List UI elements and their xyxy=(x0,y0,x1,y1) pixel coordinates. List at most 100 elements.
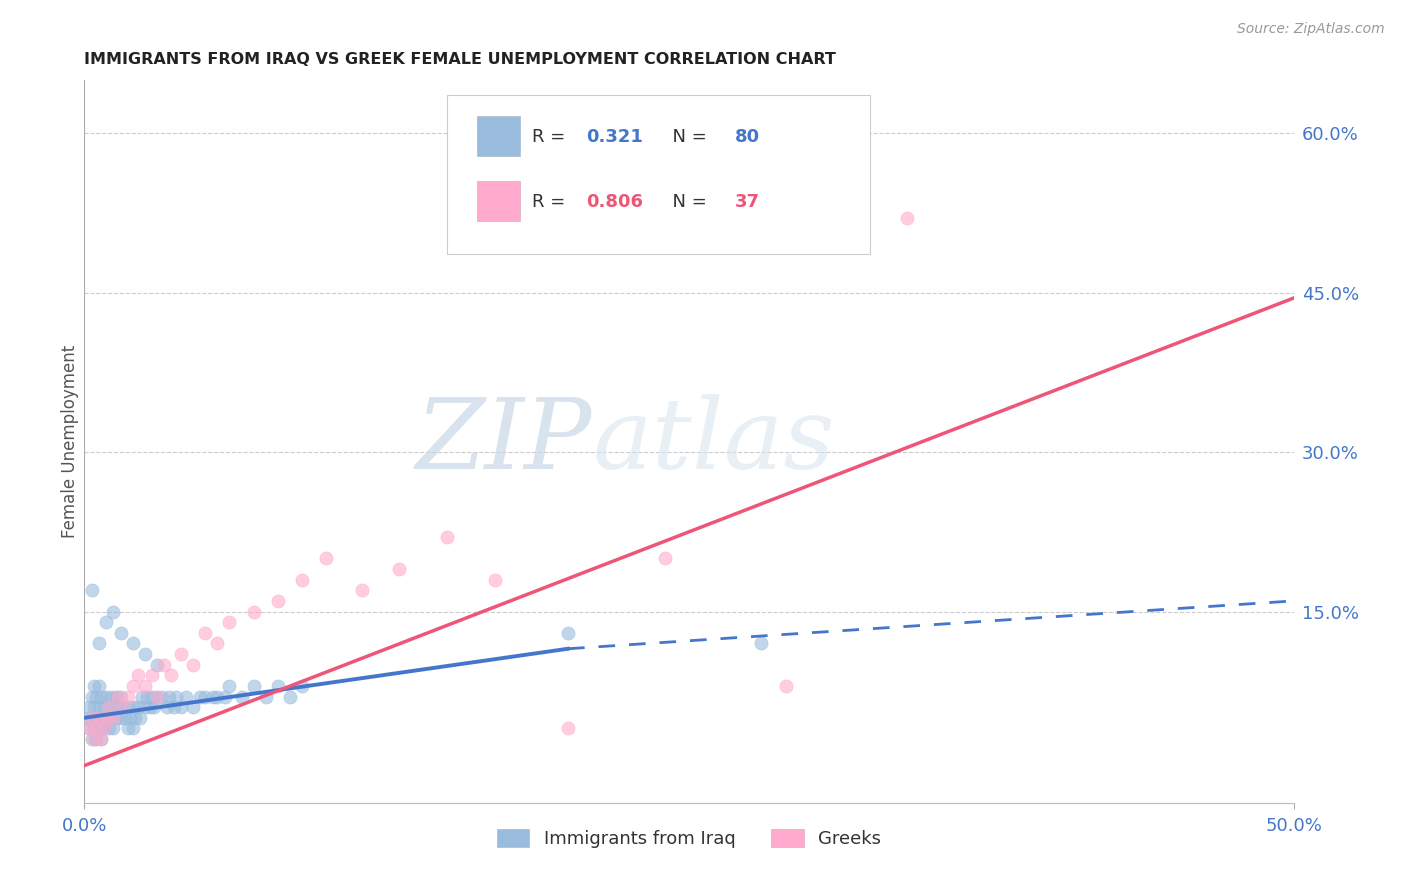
Point xyxy=(131,690,153,704)
Legend: Immigrants from Iraq, Greeks: Immigrants from Iraq, Greeks xyxy=(489,822,889,855)
Point xyxy=(76,711,98,725)
Point xyxy=(87,700,110,714)
Point xyxy=(121,636,143,650)
Point xyxy=(97,700,120,714)
Point xyxy=(110,690,132,704)
Point xyxy=(143,700,166,714)
Point xyxy=(104,711,127,725)
Point xyxy=(207,636,229,650)
Text: R =: R = xyxy=(531,193,571,211)
Point xyxy=(103,700,125,714)
Point xyxy=(134,679,156,693)
Point xyxy=(93,722,115,736)
Point xyxy=(87,679,110,693)
Point xyxy=(775,679,797,693)
Point xyxy=(214,690,236,704)
Point xyxy=(194,625,217,640)
Point xyxy=(100,711,122,725)
Point xyxy=(181,700,204,714)
Point xyxy=(170,700,193,714)
Point xyxy=(117,722,139,736)
Point xyxy=(484,573,506,587)
Point xyxy=(181,657,204,672)
Point xyxy=(100,690,122,704)
Point xyxy=(436,530,458,544)
Point xyxy=(138,700,160,714)
Point xyxy=(146,690,169,704)
Point xyxy=(86,690,108,704)
Point xyxy=(77,722,100,736)
Point xyxy=(103,722,125,736)
Point xyxy=(103,711,125,725)
Point xyxy=(77,700,100,714)
Point xyxy=(103,605,125,619)
Point xyxy=(86,711,108,725)
Point xyxy=(87,711,110,725)
Point xyxy=(136,690,159,704)
Point xyxy=(80,711,103,725)
Point xyxy=(134,700,156,714)
Point xyxy=(80,732,103,747)
Point xyxy=(121,722,143,736)
Point xyxy=(86,722,108,736)
Point xyxy=(141,690,163,704)
Point xyxy=(94,711,117,725)
Point xyxy=(90,711,112,725)
Point xyxy=(121,700,143,714)
Point xyxy=(146,657,169,672)
Text: IMMIGRANTS FROM IRAQ VS GREEK FEMALE UNEMPLOYMENT CORRELATION CHART: IMMIGRANTS FROM IRAQ VS GREEK FEMALE UNE… xyxy=(84,52,837,67)
Point xyxy=(107,700,129,714)
Point xyxy=(94,690,117,704)
Point xyxy=(388,562,411,576)
Point xyxy=(163,700,186,714)
Point xyxy=(896,211,918,226)
Point xyxy=(242,679,264,693)
Point xyxy=(117,690,139,704)
Point xyxy=(110,625,132,640)
Point xyxy=(90,732,112,747)
Point xyxy=(110,711,132,725)
Point xyxy=(160,668,183,682)
Point xyxy=(93,722,115,736)
Point xyxy=(107,690,129,704)
Point xyxy=(267,594,290,608)
Point xyxy=(129,711,152,725)
Point xyxy=(155,700,177,714)
Text: 80: 80 xyxy=(735,128,761,145)
Point xyxy=(146,690,169,704)
Point xyxy=(751,636,773,650)
Point xyxy=(557,722,579,736)
Point xyxy=(654,551,676,566)
Point xyxy=(83,679,105,693)
Point xyxy=(94,711,117,725)
Point xyxy=(112,700,135,714)
Point xyxy=(291,573,314,587)
Point xyxy=(117,700,139,714)
Point xyxy=(352,583,374,598)
Text: N =: N = xyxy=(661,193,713,211)
Point xyxy=(127,668,149,682)
Text: R =: R = xyxy=(531,128,571,145)
Point xyxy=(112,700,135,714)
Point xyxy=(157,690,180,704)
Text: atlas: atlas xyxy=(592,394,835,489)
Point xyxy=(97,722,120,736)
Point xyxy=(86,732,108,747)
Point xyxy=(87,722,110,736)
Y-axis label: Female Unemployment: Female Unemployment xyxy=(62,345,80,538)
Point xyxy=(165,690,187,704)
Point xyxy=(121,679,143,693)
Point xyxy=(93,700,115,714)
Point xyxy=(278,690,301,704)
Bar xyxy=(478,116,520,156)
Point xyxy=(87,636,110,650)
Point xyxy=(77,722,100,736)
Point xyxy=(207,690,229,704)
Text: 0.806: 0.806 xyxy=(586,193,643,211)
Point xyxy=(150,690,173,704)
Point xyxy=(153,657,176,672)
Point xyxy=(94,615,117,630)
Text: 37: 37 xyxy=(735,193,759,211)
Point xyxy=(124,711,146,725)
Point xyxy=(242,605,264,619)
